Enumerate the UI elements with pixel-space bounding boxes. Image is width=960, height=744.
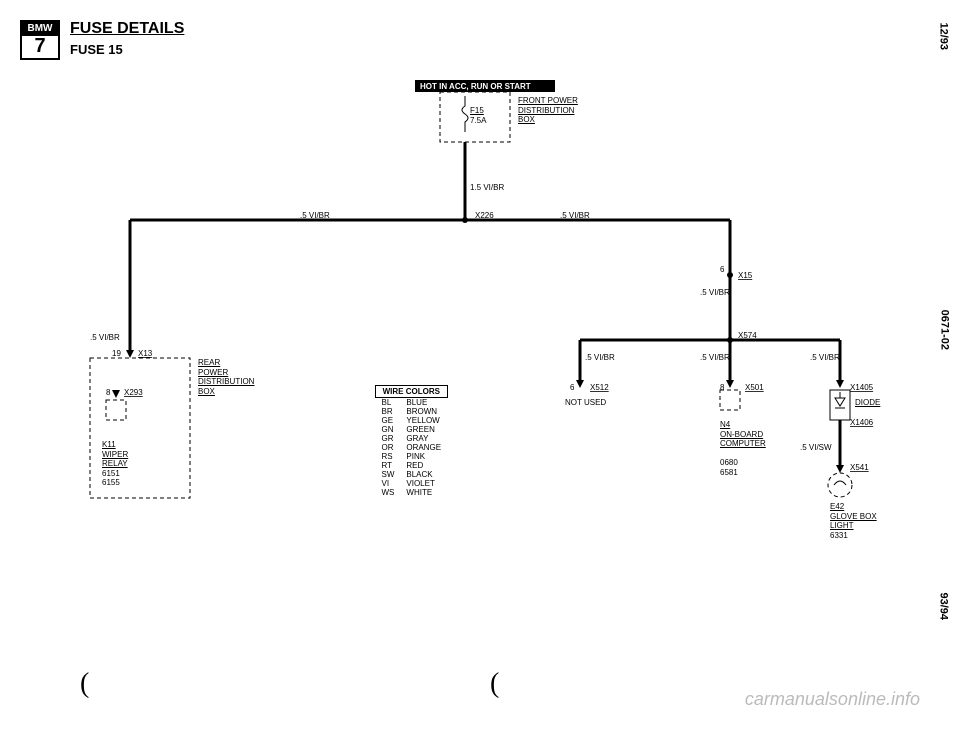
page-title: FUSE DETAILS [70,20,184,38]
conn-x226: X226 [475,211,494,220]
wc-title: WIRE COLORS [376,386,448,398]
wire-5b: .5 VI/BR [560,211,590,220]
wire-5a: .5 VI/BR [300,211,330,220]
logo-series: 7 [22,36,58,56]
wc-row: BLBLUE [376,398,448,408]
wc-row: GNGREEN [376,425,448,434]
wiring-diagram: X574 19 X13 8 X293 1.5 VI/BR .5 VI/BR .5… [20,60,940,600]
wire-1_5: 1.5 VI/BR [470,183,504,192]
paren-left: ( [80,668,89,700]
paren-mid: ( [490,668,499,700]
not-used: NOT USED [565,398,606,408]
conn-x293: X293 [124,388,143,397]
wire-5g: .5 VI/BR [810,353,840,362]
wc-row: RSPINK [376,452,448,461]
wc-row: VIVIOLET [376,479,448,488]
conn-x541: X541 [850,463,869,472]
conn-x501: X501 [745,383,764,392]
conn-x13: X13 [138,349,153,358]
wire-5f: .5 VI/BR [700,353,730,362]
wc-row: GRGRAY [376,434,448,443]
conn-x1405: X1405 [850,383,874,392]
bmw-logo: BMW 7 [20,20,60,60]
pin-8b: 8 [720,383,725,392]
e42-label: E42 GLOVE BOX LIGHT 6331 [830,502,877,540]
wire-5sw: .5 VI/SW [800,443,832,452]
side-top: 12/93 [938,22,950,50]
fuse-id: F15 [470,106,484,116]
wire-5e: .5 VI/BR [585,353,615,362]
n4-label: N4 ON-BOARD COMPUTER 0680 6581 [720,420,766,478]
wc-row: GEYELLOW [376,416,448,425]
conn-x512: X512 [590,383,609,392]
wire-5c: .5 VI/BR [700,288,730,297]
fuse-rating: 7.5A [470,116,486,126]
wc-row: BRBROWN [376,407,448,416]
page-subtitle: FUSE 15 [70,42,123,57]
wire-5d: .5 VI/BR [90,333,120,342]
front-box: FRONT POWER DISTRIBUTION BOX [518,96,578,125]
hot-label: HOT IN ACC, RUN OR START [420,82,531,92]
rear-box-label: REAR POWER DISTRIBUTION BOX [198,358,254,396]
pin-8: 8 [106,388,111,397]
watermark: carmanualsonline.info [745,689,920,710]
wire-colors-table: WIRE COLORS BLBLUEBRBROWNGEYELLOWGNGREEN… [375,385,448,497]
conn-x1406: X1406 [850,418,874,427]
k11-label: K11 WIPER RELAY 6151 6155 [102,440,128,488]
conn-x15: X15 [738,271,753,280]
wc-row: RTRED [376,461,448,470]
logo-brand: BMW [22,22,58,36]
pin-6b: 6 [570,383,575,392]
pin-6a: 6 [720,265,725,274]
wc-row: SWBLACK [376,470,448,479]
pin-19: 19 [112,349,121,358]
conn-x574: X574 [738,331,757,340]
wc-row: ORORANGE [376,443,448,452]
diode-label: DIODE [855,398,880,408]
wc-row: WSWHITE [376,488,448,497]
